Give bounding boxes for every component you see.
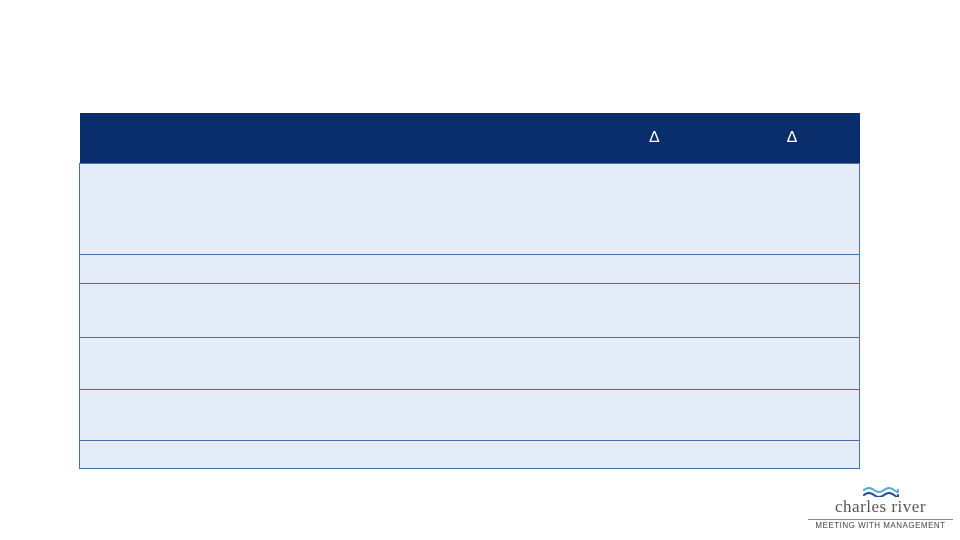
- table-row: [80, 390, 860, 441]
- table-cell: [584, 283, 724, 337]
- table-cell: [584, 440, 724, 469]
- table-row: [80, 337, 860, 389]
- table-cell: [725, 390, 860, 441]
- table-cell: [725, 254, 860, 283]
- table-cell: [325, 254, 453, 283]
- table-row: [80, 163, 860, 254]
- table-cell: [725, 337, 860, 389]
- table-cell: [80, 283, 326, 337]
- table-cell: [453, 254, 584, 283]
- header-cell-4: Δ: [725, 113, 860, 163]
- table-cell: [725, 283, 860, 337]
- table-cell: [325, 283, 453, 337]
- table-cell: [584, 254, 724, 283]
- table-cell: [80, 254, 326, 283]
- header-cell-3: Δ: [584, 113, 724, 163]
- table-cell: [584, 337, 724, 389]
- table-cell: [453, 440, 584, 469]
- table-cell: [453, 283, 584, 337]
- header-cell-1: [325, 113, 453, 163]
- table-cell: [80, 390, 326, 441]
- brand-logo: charles river MEETING WITH MANAGEMENT: [808, 485, 953, 530]
- table-cell: [453, 390, 584, 441]
- header-cell-2: [453, 113, 584, 163]
- table-cell: [584, 163, 724, 254]
- table-cell: [453, 163, 584, 254]
- header-cell-0: [80, 113, 326, 163]
- table-cell: [325, 390, 453, 441]
- logo-wave-icon: [808, 485, 953, 497]
- table-cell: [80, 337, 326, 389]
- table-cell: [325, 440, 453, 469]
- table-cell: [80, 163, 326, 254]
- table-cell: [453, 337, 584, 389]
- logo-main-text: charles river: [808, 497, 953, 517]
- table-cell: [325, 337, 453, 389]
- logo-sub-text: MEETING WITH MANAGEMENT: [808, 521, 953, 530]
- table-header-row: ΔΔ: [80, 113, 860, 163]
- table-grid: ΔΔ: [79, 113, 860, 469]
- table-cell: [325, 163, 453, 254]
- table-cell: [725, 163, 860, 254]
- table-cell: [80, 440, 326, 469]
- table-cell: [725, 440, 860, 469]
- table-cell: [584, 390, 724, 441]
- logo-divider: [808, 519, 953, 520]
- table-row: [80, 283, 860, 337]
- table-row: [80, 440, 860, 469]
- data-table: ΔΔ: [79, 113, 860, 469]
- table-row: [80, 254, 860, 283]
